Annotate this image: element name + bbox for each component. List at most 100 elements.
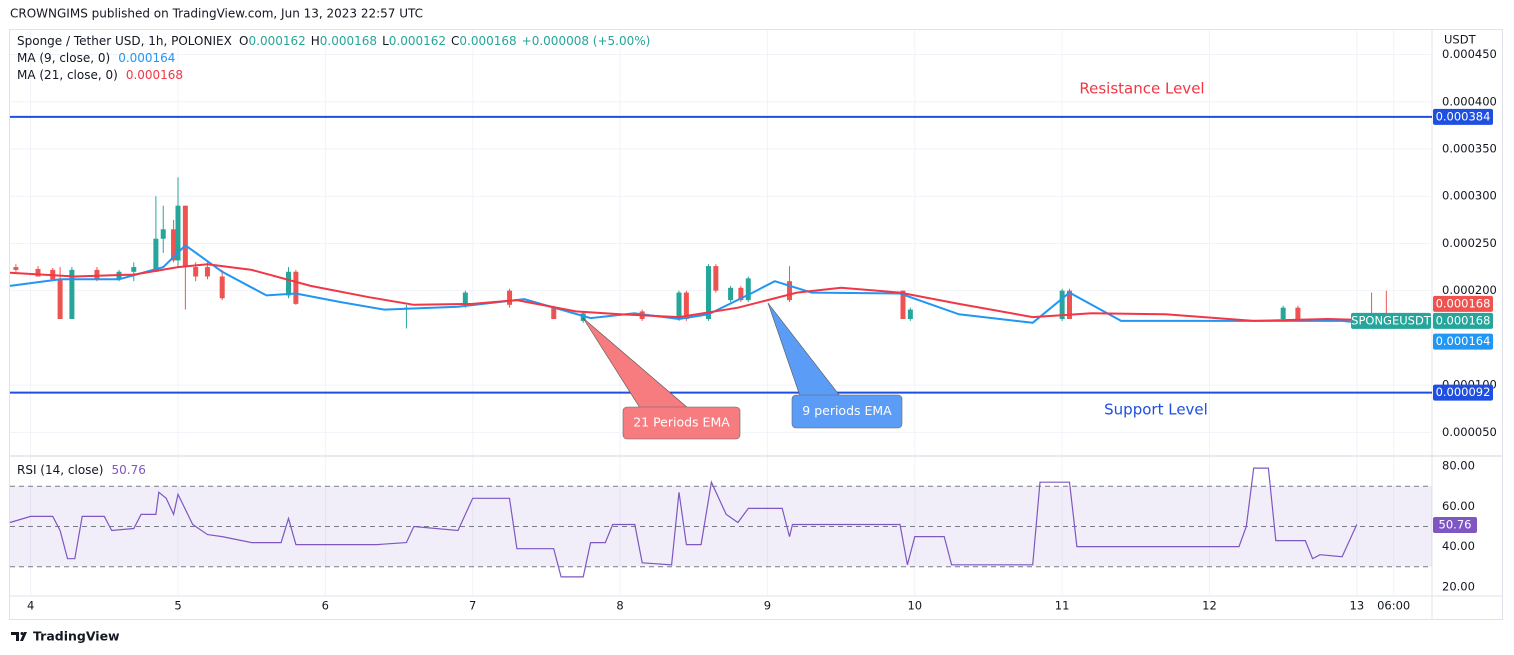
candle-body <box>286 271 292 296</box>
rsi-legend-name: RSI (14, close) <box>17 463 103 477</box>
footer-brand: TradingView <box>33 629 120 644</box>
candle-body <box>153 238 159 272</box>
rsi-tag <box>1433 516 1477 533</box>
candle-body <box>713 266 719 291</box>
candle-body <box>293 271 299 304</box>
x-tick-label: 13 <box>1350 599 1365 613</box>
candle-body <box>1280 307 1286 319</box>
y-tick-label: 0.000050 <box>1442 425 1497 439</box>
x-tick-label: 06:00 <box>1377 599 1410 613</box>
y-tick-label: 60.00 <box>1442 499 1475 513</box>
candle-body <box>69 269 75 319</box>
level-tag <box>1433 384 1493 401</box>
y-tick-label: 0.000350 <box>1442 142 1497 156</box>
ma-legend-value: 0.000168 <box>126 68 183 82</box>
ohlc-value: 0.000162 <box>249 34 306 48</box>
rsi-line <box>9 467 1358 578</box>
candle-body <box>551 307 557 319</box>
ohlc-key: O <box>239 34 248 48</box>
ohlc-key: C <box>451 34 459 48</box>
symbol-name: Sponge / Tether USD, 1h, POLONIEX <box>17 34 232 48</box>
x-tick-label: 10 <box>907 599 922 613</box>
candle-body <box>1295 307 1301 319</box>
candle-body <box>745 278 751 301</box>
currency-label: USDT <box>1444 33 1477 47</box>
price-tag-label: 0.000168 <box>1436 313 1491 327</box>
ohlc-value: 0.000162 <box>389 34 446 48</box>
ma-legend-value: 0.000164 <box>118 51 175 65</box>
candle-body <box>900 290 906 319</box>
candle-body <box>705 266 711 319</box>
candle-body <box>171 229 177 261</box>
x-tick-label: 6 <box>322 599 329 613</box>
price-tag <box>1433 312 1493 329</box>
price-tag <box>1433 333 1493 350</box>
candle-body <box>1067 290 1073 319</box>
level-name: Resistance Level <box>1079 80 1204 98</box>
byline: CROWNGIMS published on TradingView.com, … <box>10 7 423 21</box>
candle-body <box>580 313 586 321</box>
tradingview-logo <box>11 632 27 641</box>
x-tick-label: 5 <box>174 599 181 613</box>
candle-body <box>13 267 19 270</box>
level-name: Support Level <box>1104 401 1208 419</box>
symbol-legend: Sponge / Tether USD, 1h, POLONIEX O0.0001… <box>17 34 650 48</box>
ohlc-value: 0.000168 <box>320 34 377 48</box>
symbol-tag <box>1351 312 1431 329</box>
ohlc-key: H <box>311 34 320 48</box>
y-tick-label: 0.000400 <box>1442 94 1497 108</box>
candle-body <box>907 309 913 319</box>
level-tag-label: 0.000384 <box>1436 109 1491 123</box>
x-tick-label: 8 <box>616 599 623 613</box>
level-tag <box>1433 108 1493 125</box>
y-tick-label: 0.000450 <box>1442 47 1497 61</box>
price-tag <box>1433 295 1493 312</box>
x-tick-label: 4 <box>27 599 34 613</box>
candle-body <box>1059 290 1065 319</box>
ohlc-value: 0.000168 <box>459 34 516 48</box>
x-tick-label: 12 <box>1202 599 1217 613</box>
callout-text: 21 Periods EMA <box>633 415 730 430</box>
y-tick-label: 80.00 <box>1442 459 1475 473</box>
symbol-tag-label: SPONGEUSDT <box>1351 313 1432 327</box>
ma-legend-name: MA (21, close, 0) <box>17 68 118 82</box>
candle-body <box>507 290 513 305</box>
price-tag-label: 0.000164 <box>1436 334 1491 348</box>
rsi-legend-value: 50.76 <box>111 463 145 477</box>
x-tick-label: 11 <box>1055 599 1070 613</box>
candle-body <box>676 292 682 319</box>
ma-legend: MA (21, close, 0) 0.000168 <box>17 68 183 82</box>
y-tick-label: 0.000250 <box>1442 236 1497 250</box>
candle-body <box>683 292 689 319</box>
ma-legend: MA (9, close, 0) 0.000164 <box>17 51 175 65</box>
x-tick-label: 7 <box>469 599 476 613</box>
candle-body <box>738 287 744 301</box>
candle-body <box>193 267 199 277</box>
candle-body <box>219 276 225 299</box>
candle-body <box>204 267 210 277</box>
price-tag-label: 0.000168 <box>1436 296 1491 310</box>
ma-legend-name: MA (9, close, 0) <box>17 51 110 65</box>
change: +0.000008 (+5.00%) <box>522 34 651 48</box>
candle-body <box>160 229 166 239</box>
candle-body <box>728 287 734 301</box>
y-tick-label: 40.00 <box>1442 539 1475 553</box>
chart-frame <box>9 29 1503 620</box>
callout-text: 9 periods EMA <box>802 403 892 418</box>
ma-line <box>9 263 1402 322</box>
candle-body <box>35 268 41 277</box>
candle-body <box>787 281 793 301</box>
rsi-legend: RSI (14, close) 50.76 <box>17 463 146 477</box>
level-tag-label: 0.000092 <box>1436 385 1491 399</box>
rsi-tag-label: 50.76 <box>1439 517 1472 531</box>
x-tick-label: 9 <box>764 599 771 613</box>
candle-body <box>94 269 100 280</box>
candle-body <box>175 205 181 261</box>
y-tick-label: 0.000300 <box>1442 189 1497 203</box>
y-tick-label: 20.00 <box>1442 579 1475 593</box>
candle-body <box>57 279 63 319</box>
callout-box <box>791 394 903 429</box>
candle-body <box>131 267 137 272</box>
